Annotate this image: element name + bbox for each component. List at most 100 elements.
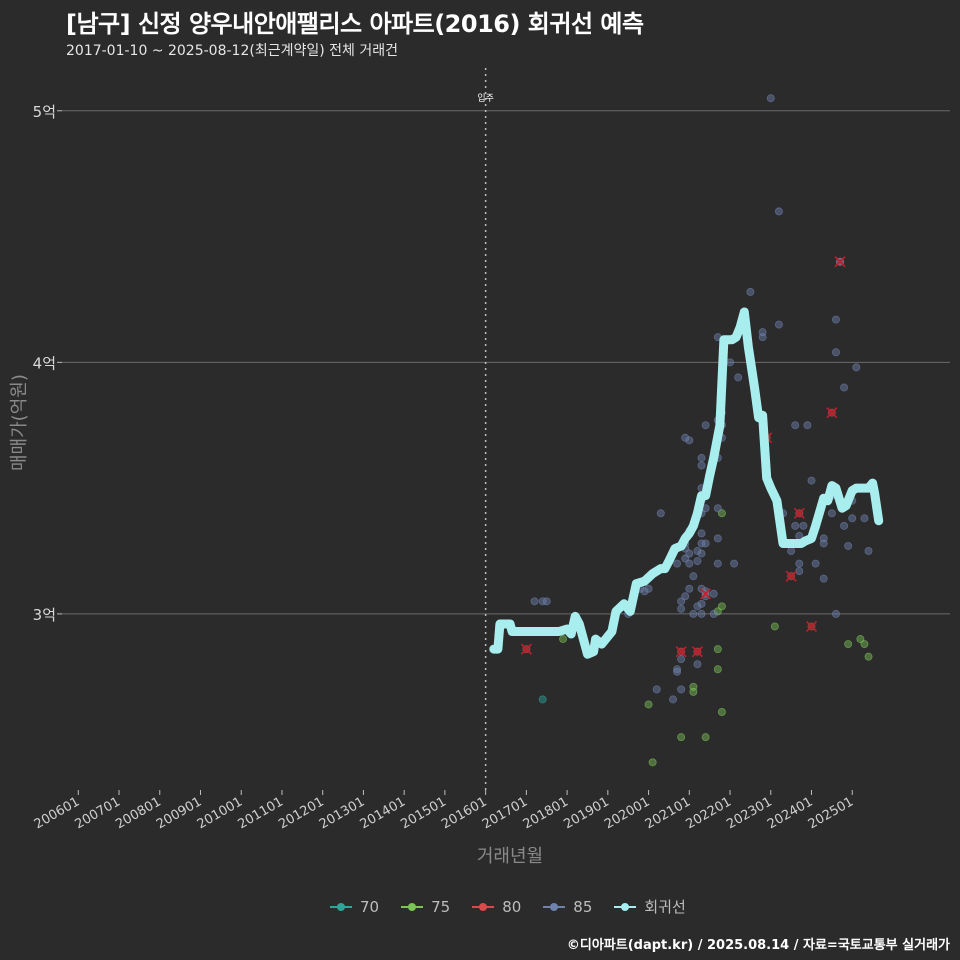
- cross-stroke: [691, 646, 704, 658]
- data-point-85: [709, 589, 718, 598]
- data-point-85: [844, 541, 853, 550]
- highlight-cross: [834, 256, 846, 268]
- chart-title: [남구] 신정 양우내안애팰리스 아파트(2016) 회귀선 예측: [66, 10, 644, 38]
- data-point-85: [677, 685, 686, 694]
- data-point-85: [656, 509, 665, 518]
- data-point-85: [746, 287, 755, 296]
- data-point-85: [701, 539, 710, 548]
- data-point-75: [844, 640, 853, 649]
- y-tick-label: 4억: [33, 354, 56, 372]
- data-point-85: [852, 363, 861, 372]
- legend-item-85[interactable]: 85: [543, 898, 592, 916]
- data-point-85: [840, 383, 849, 392]
- data-point-85: [795, 559, 804, 568]
- regression-line: [489, 307, 884, 659]
- data-point-85: [807, 476, 816, 485]
- y-axis-label: 매매가(억원): [9, 374, 30, 471]
- legend-item-70[interactable]: 70: [330, 898, 379, 916]
- data-point-85: [819, 574, 828, 583]
- data-point-85: [734, 373, 743, 382]
- x-tick-label: 201701: [480, 794, 530, 832]
- x-tick-label: 201201: [276, 794, 326, 832]
- data-point-85: [860, 514, 869, 523]
- data-point-85: [803, 421, 812, 430]
- data-point-85: [713, 534, 722, 543]
- legend-item-75[interactable]: 75: [401, 898, 450, 916]
- data-point-85: [693, 660, 702, 669]
- x-tick-label: 201901: [561, 794, 611, 832]
- y-axis-ticks: 3억 4억 5억: [33, 103, 62, 624]
- legend-item-80[interactable]: 80: [472, 898, 521, 916]
- data-point-85: [689, 572, 698, 581]
- data-point-85: [697, 461, 706, 470]
- data-point-85: [681, 592, 690, 601]
- x-tick-label: 200701: [73, 794, 123, 832]
- cross-stroke: [520, 643, 532, 655]
- legend-key-85: [543, 900, 566, 914]
- highlight-cross: [793, 507, 805, 519]
- data-point-85: [669, 695, 678, 704]
- data-point-85: [799, 521, 808, 530]
- data-point-75: [644, 700, 653, 709]
- legend-item-regression[interactable]: 회귀선: [614, 896, 686, 917]
- data-point-85: [726, 358, 735, 367]
- data-point-85: [713, 559, 722, 568]
- cross-stroke: [793, 507, 805, 519]
- data-point-75: [689, 687, 698, 696]
- cross-stroke: [834, 256, 846, 268]
- legend-label-85: 85: [573, 897, 593, 916]
- highlight-cross: [826, 407, 838, 419]
- x-tick-label: 202101: [643, 794, 693, 832]
- x-axis-ticks: 2006012007012008012009012010012011012012…: [32, 790, 856, 832]
- x-tick-label: 201601: [439, 794, 489, 832]
- data-point-85: [811, 559, 820, 568]
- data-point-85: [640, 587, 649, 596]
- data-point-85: [709, 609, 718, 618]
- annotation-layer: 입주: [477, 68, 494, 790]
- legend-key-75: [401, 900, 424, 914]
- data-point-85: [713, 504, 722, 513]
- highlight-cross: [691, 646, 704, 658]
- cross-stroke: [826, 407, 838, 419]
- data-point-85: [673, 665, 682, 674]
- data-point-85: [673, 559, 682, 568]
- data-point-85: [685, 559, 694, 568]
- x-tick-label: 201401: [358, 794, 408, 832]
- x-tick-label: 202301: [724, 794, 774, 832]
- data-point-85: [697, 609, 706, 618]
- legend: 70 75 80 85 회귀선: [330, 896, 686, 917]
- legend-key-regression: [614, 900, 637, 914]
- data-point-85: [697, 539, 706, 548]
- data-point-75: [713, 665, 722, 674]
- data-point-75: [713, 645, 722, 654]
- x-tick-label: 201301: [317, 794, 367, 832]
- data-point-75: [648, 758, 657, 767]
- data-point-85: [693, 602, 702, 611]
- x-tick-label: 202201: [684, 794, 734, 832]
- data-point-85: [652, 685, 661, 694]
- footer-credit: ©디아파트(dapt.kr) / 2025.08.14 / 자료=국토교통부 실…: [566, 938, 950, 953]
- data-point-85: [774, 320, 783, 329]
- x-tick-label: 201801: [521, 794, 571, 832]
- legend-key-80: [472, 900, 495, 914]
- move-in-label: 입주: [477, 92, 494, 104]
- highlight-cross: [675, 646, 687, 658]
- y-tick-label: 3억: [33, 606, 56, 624]
- legend-label-80: 80: [502, 897, 522, 916]
- data-point-75: [677, 733, 686, 742]
- x-tick-label: 202001: [602, 794, 652, 832]
- data-point-75: [864, 652, 873, 661]
- cross-stroke: [700, 588, 712, 600]
- x-tick-label: 201101: [235, 794, 285, 832]
- data-point-85: [685, 436, 694, 445]
- data-point-85: [766, 94, 775, 103]
- data-point-85: [685, 549, 694, 558]
- regression-layer: [489, 307, 884, 659]
- x-tick-label: 200901: [154, 794, 204, 832]
- highlight-cross: [785, 570, 797, 582]
- x-tick-label: 202501: [806, 794, 856, 832]
- highlight-cross: [520, 643, 532, 655]
- data-point-85: [689, 609, 698, 618]
- data-point-85: [644, 584, 653, 593]
